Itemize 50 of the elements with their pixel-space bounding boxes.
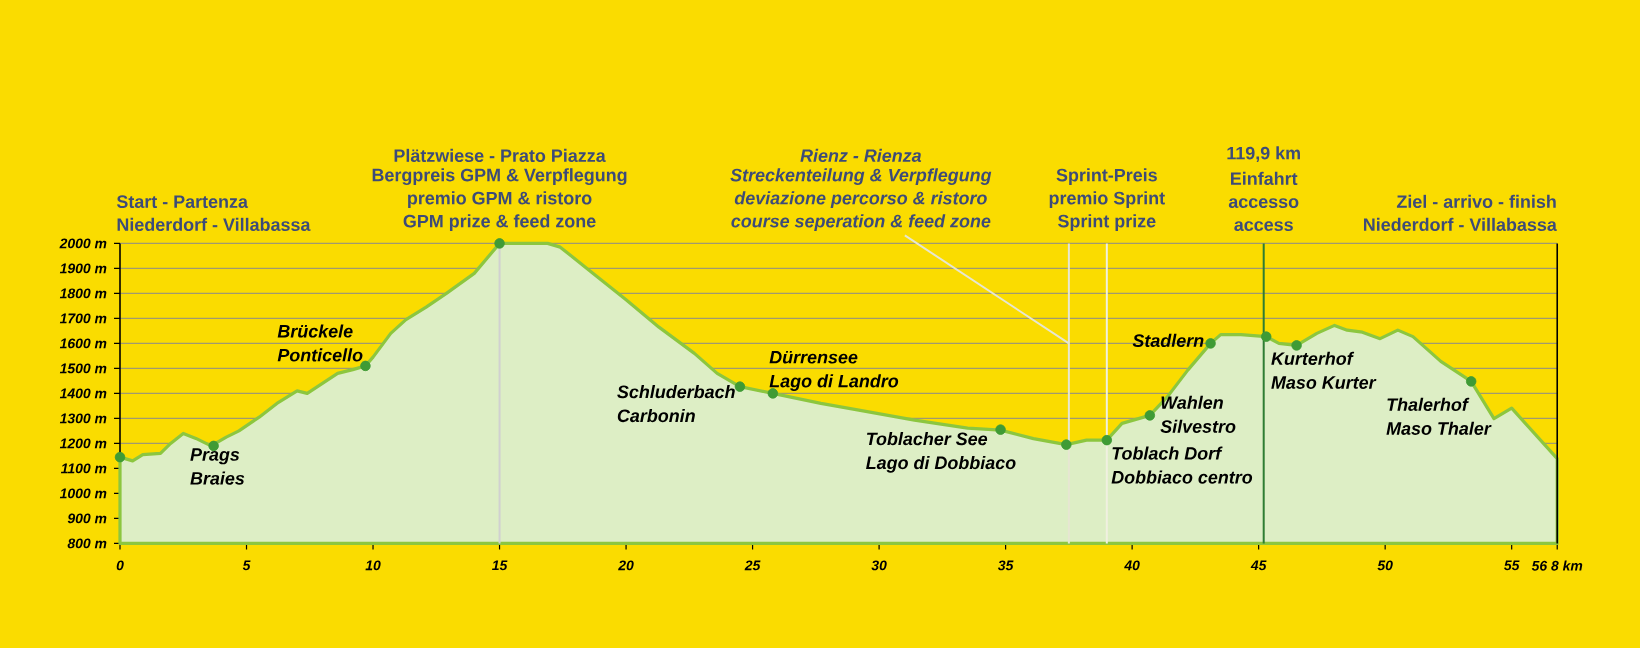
- text: access: [1234, 221, 1293, 232]
- text: GPM prize & feed zone: [403, 214, 596, 231]
- text: Start - Partenza: [116, 195, 249, 209]
- text: Sprint prize: [1058, 214, 1156, 231]
- annotation: Thalerhof: [1387, 397, 1470, 411]
- point: [1205, 338, 1216, 349]
- annotation: Dobbiaco centro: [1111, 470, 1253, 484]
- point: [1291, 340, 1302, 351]
- point: [360, 360, 371, 372]
- annotation: Toblach Dorf: [1112, 446, 1223, 460]
- point: [1465, 376, 1477, 387]
- text: Streckenteilung & Verpflegung: [730, 168, 992, 185]
- text: 119,9 km: [1227, 146, 1300, 162]
- text: Ziel - arrivo - finish: [1396, 194, 1556, 209]
- text: Rienz - Rienza: [800, 148, 922, 163]
- annotation: Lago di Landro: [769, 374, 899, 391]
- point: [1061, 439, 1072, 450]
- text: Niederdorf - Villabassa: [117, 217, 311, 232]
- point: [734, 381, 746, 392]
- point: [1261, 331, 1272, 342]
- point: [494, 238, 505, 249]
- annotation: Prags: [190, 448, 240, 465]
- annotation: Kurterhof: [1271, 351, 1355, 365]
- point: [1101, 434, 1113, 446]
- annotation: Maso Thaler: [1386, 421, 1492, 435]
- annotation: Carbonin: [617, 408, 695, 423]
- annotation: Stadlern: [1132, 333, 1204, 347]
- annotation: Brückele: [277, 324, 353, 338]
- text: Plätzwiese - Prato Piazza: [394, 148, 606, 163]
- text: premio Sprint: [1049, 191, 1165, 208]
- text: deviazione percorso & ristoro: [734, 191, 987, 208]
- annotation: Lago di Dobbiaco: [866, 455, 1016, 473]
- text: premio GPM & ristoro: [408, 191, 592, 208]
- text: accesso: [1228, 198, 1299, 209]
- annotation: Ponticello: [277, 348, 363, 362]
- text: Einfahrt: [1231, 171, 1298, 186]
- annotation: Schluderbach: [617, 385, 735, 399]
- annotation: Braies: [190, 471, 245, 485]
- annotation: course seperation & feed zone: [731, 214, 991, 231]
- point: [114, 451, 126, 463]
- point: [1144, 410, 1156, 421]
- annotation: Toblacher See: [867, 432, 988, 446]
- text: Sprint-Preis: [1056, 168, 1157, 185]
- text: Bergpreis GPM & Verpflegung: [372, 168, 627, 186]
- annotation: Silvestro: [1160, 419, 1236, 433]
- annotation: Wahlen: [1161, 395, 1223, 409]
- text: Niederdorf - Villabassa: [1363, 217, 1557, 232]
- annotation: Maso Kurter: [1271, 376, 1377, 389]
- annotation: Dürrensee: [769, 350, 858, 364]
- point: [995, 424, 1006, 435]
